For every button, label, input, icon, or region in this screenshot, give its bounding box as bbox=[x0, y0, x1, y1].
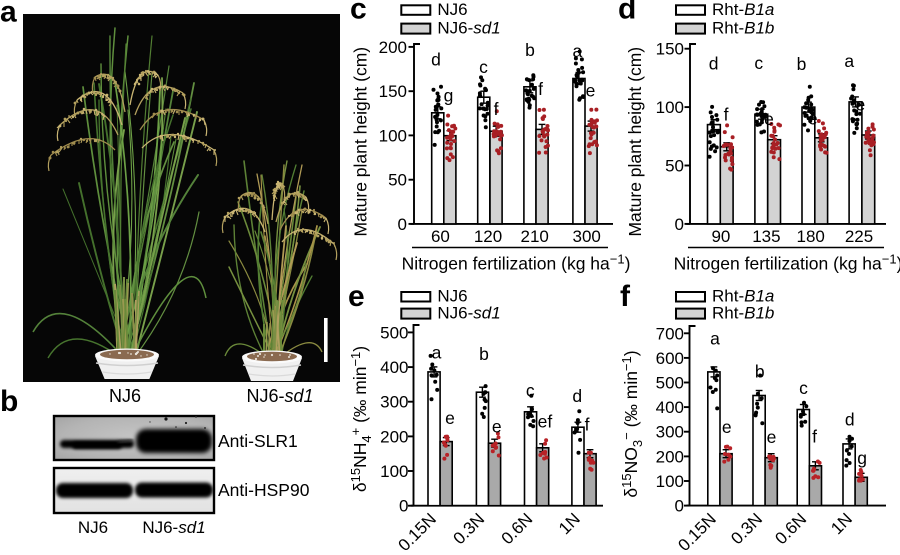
svg-text:200: 200 bbox=[379, 38, 407, 57]
svg-text:e: e bbox=[856, 95, 866, 115]
svg-text:e: e bbox=[348, 280, 365, 313]
svg-text:50: 50 bbox=[665, 157, 684, 176]
svg-text:Mature plant height (cm): Mature plant height (cm) bbox=[625, 47, 645, 237]
svg-text:ef: ef bbox=[538, 412, 553, 432]
svg-text:c: c bbox=[526, 381, 535, 401]
svg-text:f: f bbox=[538, 79, 543, 99]
svg-text:Nitrogen fertilization (kg ha−: Nitrogen fertilization (kg ha−1) bbox=[674, 252, 900, 274]
svg-text:150: 150 bbox=[379, 82, 407, 101]
svg-text:b: b bbox=[797, 54, 807, 74]
svg-text:NJ6: NJ6 bbox=[109, 386, 141, 406]
svg-text:500: 500 bbox=[656, 374, 684, 393]
svg-text:400: 400 bbox=[656, 398, 684, 417]
svg-text:NJ6-sd1: NJ6-sd1 bbox=[437, 19, 500, 38]
svg-text:200: 200 bbox=[656, 447, 684, 466]
svg-text:0: 0 bbox=[675, 215, 684, 234]
svg-text:100: 100 bbox=[656, 98, 684, 117]
svg-text:NJ6-sd1: NJ6-sd1 bbox=[437, 304, 500, 323]
svg-text:e: e bbox=[722, 417, 732, 437]
svg-text:c: c bbox=[799, 378, 808, 398]
svg-text:NJ6: NJ6 bbox=[437, 287, 467, 306]
svg-text:NJ6: NJ6 bbox=[78, 518, 108, 537]
svg-text:135: 135 bbox=[752, 227, 780, 246]
svg-text:300: 300 bbox=[656, 423, 684, 442]
svg-text:0: 0 bbox=[398, 215, 407, 234]
svg-text:c: c bbox=[350, 0, 367, 26]
svg-text:200: 200 bbox=[380, 427, 408, 446]
svg-text:d: d bbox=[572, 386, 582, 406]
svg-text:600: 600 bbox=[656, 349, 684, 368]
svg-text:Rht-B1a: Rht-B1a bbox=[712, 287, 774, 306]
svg-text:180: 180 bbox=[797, 227, 825, 246]
svg-text:300: 300 bbox=[380, 393, 408, 412]
svg-text:0: 0 bbox=[675, 497, 684, 516]
svg-text:700: 700 bbox=[656, 324, 684, 343]
svg-text:500: 500 bbox=[380, 323, 408, 342]
svg-text:c: c bbox=[754, 53, 763, 73]
svg-text:b: b bbox=[525, 40, 535, 60]
svg-text:225: 225 bbox=[845, 227, 873, 246]
svg-text:100: 100 bbox=[379, 126, 407, 145]
svg-text:60: 60 bbox=[431, 227, 450, 246]
svg-text:a: a bbox=[432, 343, 442, 363]
svg-text:b: b bbox=[479, 344, 489, 364]
svg-text:e: e bbox=[445, 408, 455, 428]
svg-text:150: 150 bbox=[656, 40, 684, 59]
svg-text:c: c bbox=[479, 57, 488, 77]
svg-text:0: 0 bbox=[399, 497, 408, 516]
svg-text:NJ6-sd1: NJ6-sd1 bbox=[142, 518, 205, 537]
svg-text:Mature plant height (cm): Mature plant height (cm) bbox=[351, 47, 371, 237]
svg-text:f: f bbox=[494, 99, 499, 119]
svg-text:Anti-HSP90: Anti-HSP90 bbox=[218, 480, 310, 500]
svg-text:90: 90 bbox=[711, 227, 730, 246]
svg-text:NJ6: NJ6 bbox=[437, 0, 467, 19]
svg-text:e: e bbox=[808, 109, 818, 129]
svg-text:Rht-B1b: Rht-B1b bbox=[712, 19, 774, 38]
svg-text:Rht-B1b: Rht-B1b bbox=[712, 304, 774, 323]
svg-text:d: d bbox=[845, 410, 855, 430]
svg-text:d: d bbox=[709, 53, 719, 73]
svg-text:f: f bbox=[585, 415, 590, 435]
svg-text:a: a bbox=[0, 0, 17, 29]
svg-text:b: b bbox=[755, 362, 765, 382]
svg-text:g: g bbox=[857, 448, 867, 468]
svg-text:Anti-SLR1: Anti-SLR1 bbox=[218, 431, 298, 451]
svg-text:e: e bbox=[586, 81, 596, 101]
svg-text:f: f bbox=[620, 280, 631, 313]
svg-text:d: d bbox=[431, 50, 441, 70]
svg-text:Rht-B1a: Rht-B1a bbox=[712, 0, 774, 19]
svg-text:NJ6-sd1: NJ6-sd1 bbox=[246, 386, 313, 406]
svg-text:210: 210 bbox=[521, 227, 549, 246]
svg-text:b: b bbox=[0, 385, 18, 418]
svg-text:f: f bbox=[724, 105, 729, 125]
svg-text:δ15NH4+ (‰ min−1): δ15NH4+ (‰ min−1) bbox=[348, 346, 374, 492]
svg-text:Nitrogen fertilization (kg ha−: Nitrogen fertilization (kg ha−1) bbox=[402, 252, 631, 274]
svg-text:50: 50 bbox=[388, 171, 407, 190]
svg-text:f: f bbox=[812, 426, 817, 446]
svg-text:120: 120 bbox=[474, 227, 502, 246]
svg-text:d: d bbox=[618, 0, 636, 26]
svg-text:400: 400 bbox=[380, 358, 408, 377]
svg-text:e: e bbox=[492, 417, 502, 437]
svg-text:100: 100 bbox=[656, 472, 684, 491]
svg-text:100: 100 bbox=[380, 462, 408, 481]
svg-text:300: 300 bbox=[573, 227, 601, 246]
svg-text:δ15NO3− (‰ min−1): δ15NO3− (‰ min−1) bbox=[619, 350, 645, 497]
svg-text:g: g bbox=[444, 86, 454, 106]
svg-text:a: a bbox=[710, 329, 720, 349]
svg-text:a: a bbox=[573, 41, 583, 61]
svg-text:a: a bbox=[844, 51, 854, 71]
svg-text:e: e bbox=[767, 427, 777, 447]
svg-text:e: e bbox=[764, 109, 774, 129]
